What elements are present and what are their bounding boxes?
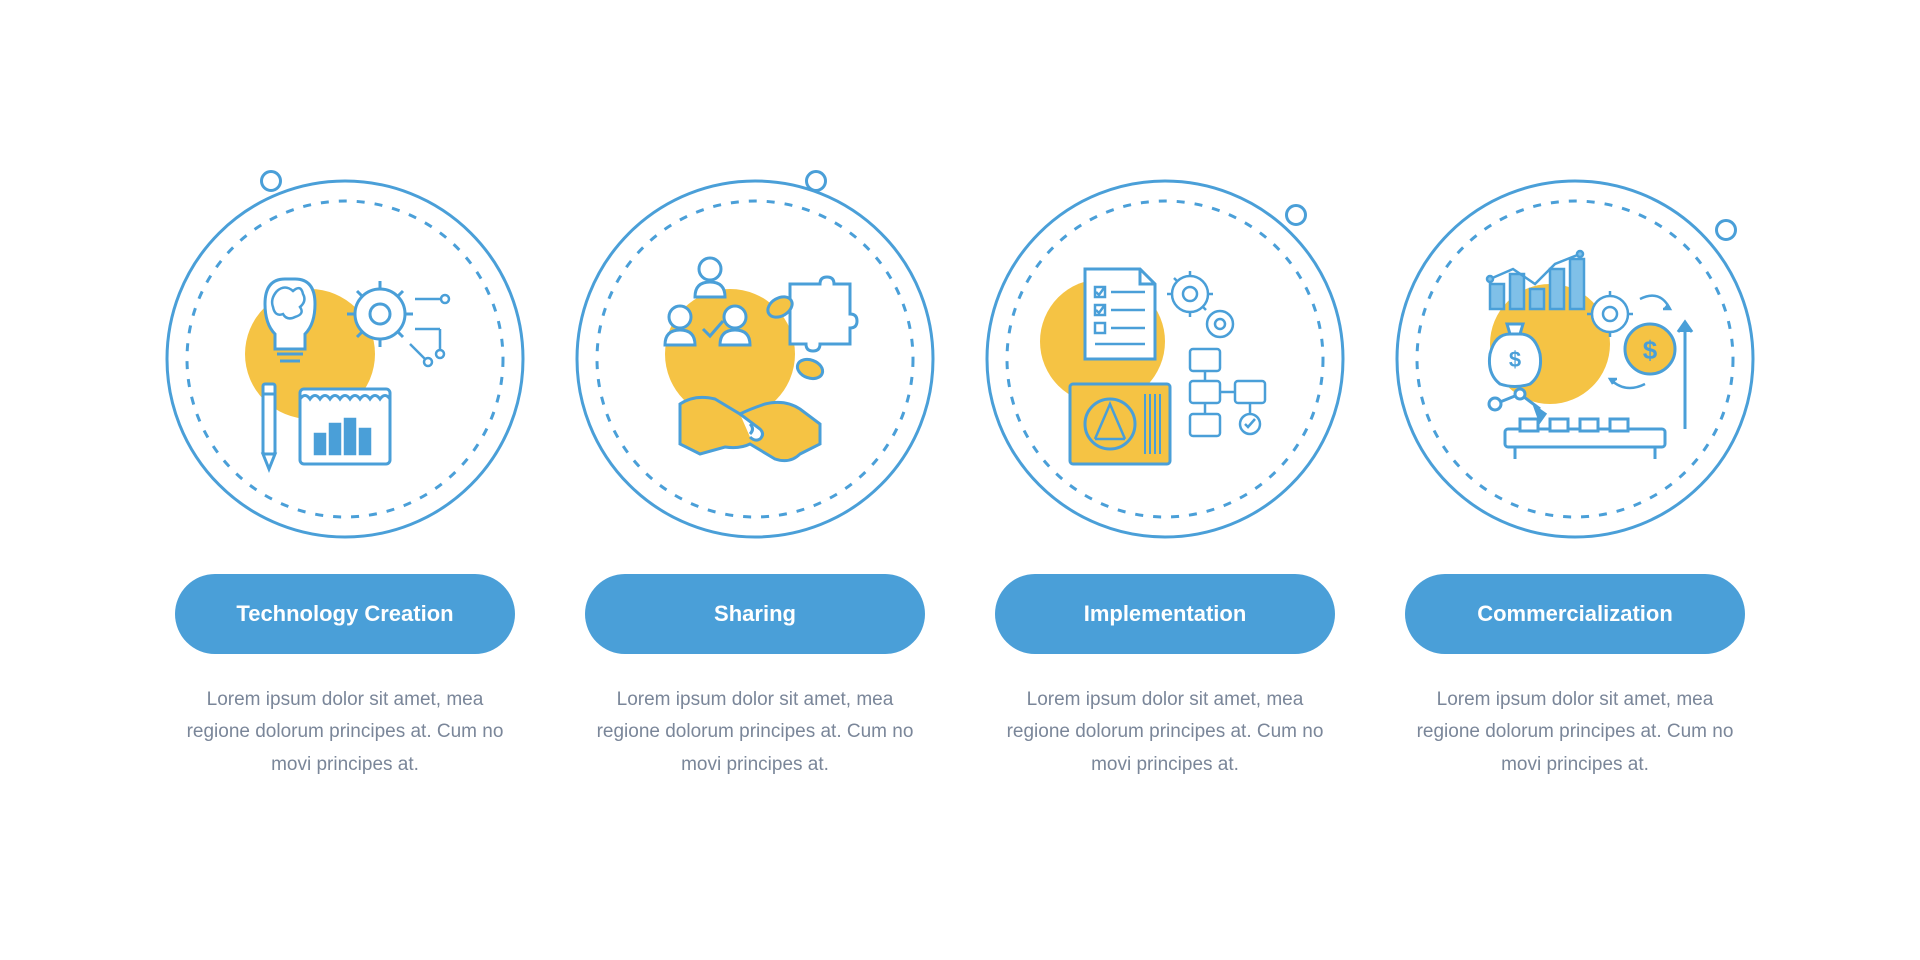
step-implementation: Implementation Lorem ipsum dolor sit ame…	[970, 179, 1360, 781]
money-chart-robot-icon: $ $	[1445, 229, 1705, 489]
step-label: Commercialization	[1477, 601, 1673, 627]
label-pill: Commercialization	[1405, 574, 1745, 654]
svg-text:$: $	[1643, 335, 1658, 365]
step-commercialization: $ $	[1380, 179, 1770, 781]
dot-marker	[1715, 219, 1737, 241]
checklist-flowchart-icon	[1035, 229, 1295, 489]
circle-wrapper	[575, 179, 935, 539]
dot-marker	[805, 170, 827, 192]
label-pill: Technology Creation	[175, 574, 515, 654]
step-description: Lorem ipsum dolor sit amet, mea regione …	[1405, 684, 1745, 781]
handshake-people-icon	[625, 229, 885, 489]
circle-wrapper: $ $	[1395, 179, 1755, 539]
circle-wrapper	[985, 179, 1345, 539]
label-pill: Sharing	[585, 574, 925, 654]
step-description: Lorem ipsum dolor sit amet, mea regione …	[175, 684, 515, 781]
step-label: Technology Creation	[236, 601, 453, 627]
step-sharing: Sharing Lorem ipsum dolor sit amet, mea …	[560, 179, 950, 781]
infographic-container: Technology Creation Lorem ipsum dolor si…	[110, 139, 1810, 821]
step-label: Sharing	[714, 601, 796, 627]
step-description: Lorem ipsum dolor sit amet, mea regione …	[995, 684, 1335, 781]
dot-marker	[1285, 204, 1307, 226]
step-technology-creation: Technology Creation Lorem ipsum dolor si…	[150, 179, 540, 781]
step-description: Lorem ipsum dolor sit amet, mea regione …	[585, 684, 925, 781]
step-label: Implementation	[1084, 601, 1247, 627]
dot-marker	[260, 170, 282, 192]
label-pill: Implementation	[995, 574, 1335, 654]
circle-wrapper	[165, 179, 525, 539]
svg-text:$: $	[1509, 347, 1521, 372]
brain-lightbulb-gear-icon	[215, 229, 475, 489]
